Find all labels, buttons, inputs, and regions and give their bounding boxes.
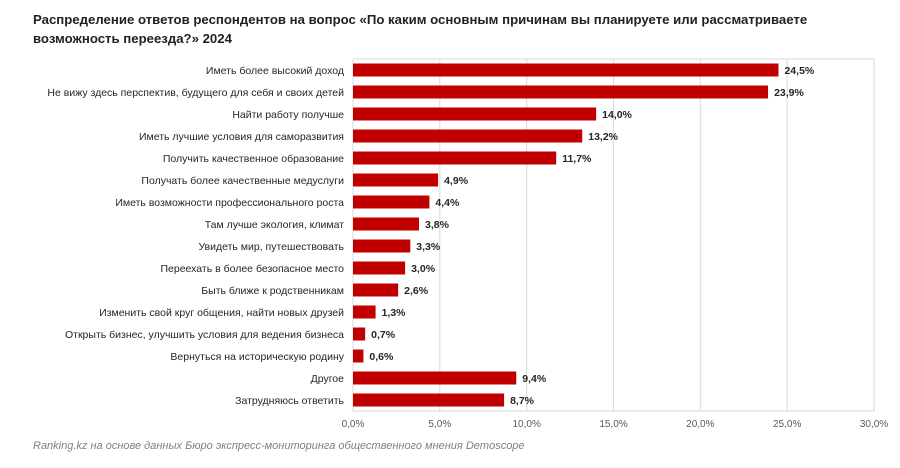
category-label: Переехать в более безопасное место xyxy=(160,263,344,275)
category-label: Получать более качественные медуслуги xyxy=(141,175,344,187)
value-label: 14,0% xyxy=(602,109,632,121)
bar xyxy=(353,349,364,363)
value-label: 1,3% xyxy=(382,307,407,319)
category-label: Другое xyxy=(311,373,345,385)
bar xyxy=(353,371,517,385)
bar xyxy=(353,217,419,231)
value-label: 11,7% xyxy=(562,153,592,165)
bar xyxy=(353,85,769,99)
labels: 0,0% 5,0% 10,0% 15,0% 20,0% 25,0% 30,0% Иметь б… xyxy=(47,65,888,430)
x-tick-label: 10,0% xyxy=(512,419,540,430)
value-label: 2,6% xyxy=(404,285,429,297)
bar xyxy=(353,173,439,187)
bar xyxy=(353,327,366,341)
value-label: 4,4% xyxy=(435,197,460,209)
x-tick-label: 15,0% xyxy=(599,419,627,430)
x-tick-label: 30,0% xyxy=(860,419,888,430)
value-label: 8,7% xyxy=(510,395,535,407)
category-label: Там лучше экология, климат xyxy=(205,219,344,231)
bar xyxy=(353,107,597,121)
bar xyxy=(353,151,557,165)
value-label: 3,0% xyxy=(411,263,436,275)
category-label: Изменить свой круг общения, найти новых … xyxy=(99,307,344,319)
x-tick-label: 5,0% xyxy=(428,419,451,430)
bar xyxy=(353,305,376,319)
value-label: 24,5% xyxy=(784,65,814,77)
value-label: 4,9% xyxy=(444,175,469,187)
source-note: Ranking.kz на основе данных Бюро экспрес… xyxy=(33,440,525,452)
category-label: Затрудняюсь ответить xyxy=(235,395,344,407)
value-label: 3,3% xyxy=(416,241,441,253)
plot-frame xyxy=(352,58,875,412)
bars xyxy=(353,63,779,407)
category-label: Получить качественное образование xyxy=(163,153,344,165)
category-label: Увидеть мир, путешествовать xyxy=(198,241,344,253)
bar xyxy=(353,129,583,143)
bar xyxy=(353,393,505,407)
bar xyxy=(353,195,430,209)
value-label: 9,4% xyxy=(522,373,547,385)
value-label: 0,6% xyxy=(369,351,394,363)
x-tick-label: 25,0% xyxy=(773,419,801,430)
x-tick-label: 20,0% xyxy=(686,419,714,430)
category-label: Иметь лучшие условия для саморазвития xyxy=(139,131,344,143)
value-label: 3,8% xyxy=(425,219,450,231)
chart-title: Распределение ответов респондентов на во… xyxy=(33,12,808,46)
bar xyxy=(353,63,779,77)
value-label: 23,9% xyxy=(774,87,804,99)
category-label: Не вижу здесь перспектив, будущего для с… xyxy=(47,87,344,99)
category-label: Открыть бизнес, улучшить условия для вед… xyxy=(65,329,344,341)
bar xyxy=(353,261,406,275)
category-label: Иметь более высокий доход xyxy=(206,65,344,77)
value-label: 13,2% xyxy=(588,131,618,143)
x-tick-label: 0,0% xyxy=(342,419,365,430)
category-label: Быть ближе к родственникам xyxy=(201,285,344,297)
category-label: Иметь возможности профессионального рост… xyxy=(115,197,344,209)
category-label: Найти работу получше xyxy=(232,109,344,121)
bar xyxy=(353,239,411,253)
bar xyxy=(353,283,399,297)
value-label: 0,7% xyxy=(371,329,396,341)
category-label: Вернуться на историческую родину xyxy=(170,351,344,363)
